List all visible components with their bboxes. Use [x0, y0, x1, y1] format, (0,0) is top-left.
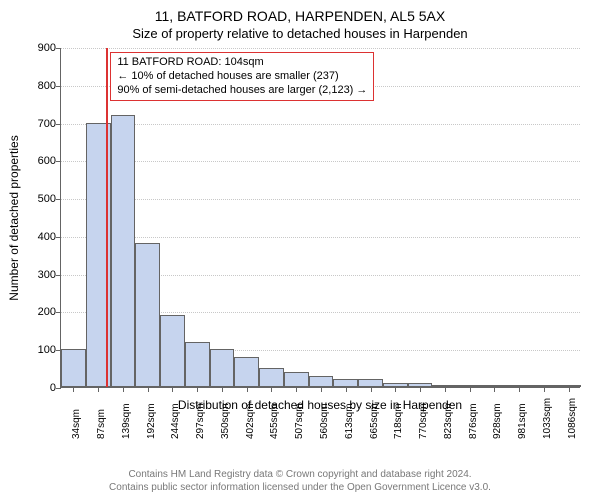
- ytick-mark: [56, 312, 61, 313]
- ytick-label: 400: [26, 231, 56, 243]
- histogram-bar: [234, 357, 259, 387]
- footer-line2: Contains public sector information licen…: [0, 481, 600, 494]
- gridline: [61, 161, 580, 162]
- xtick-mark: [445, 387, 446, 392]
- xtick-label: 87sqm: [96, 409, 107, 439]
- ytick-mark: [56, 237, 61, 238]
- xtick-mark: [222, 387, 223, 392]
- xtick-mark: [73, 387, 74, 392]
- annotation-line2: ← 10% of detached houses are smaller (23…: [117, 70, 367, 84]
- histogram-bar: [210, 349, 235, 387]
- ytick-label: 100: [26, 344, 56, 356]
- xtick-mark: [346, 387, 347, 392]
- xtick-mark: [371, 387, 372, 392]
- xtick-mark: [544, 387, 545, 392]
- ytick-label: 900: [26, 42, 56, 54]
- chart-container: 11, BATFORD ROAD, HARPENDEN, AL5 5AX Siz…: [0, 0, 600, 500]
- ytick-label: 0: [26, 382, 56, 394]
- ytick-mark: [56, 161, 61, 162]
- x-axis-label: Distribution of detached houses by size …: [60, 398, 580, 412]
- ytick-mark: [56, 124, 61, 125]
- xtick-mark: [470, 387, 471, 392]
- ytick-label: 700: [26, 118, 56, 130]
- plot-wrap: Number of detached properties 0100200300…: [60, 48, 580, 388]
- annotation-line3: 90% of semi-detached houses are larger (…: [117, 84, 367, 98]
- chart-subtitle: Size of property relative to detached ho…: [0, 26, 600, 41]
- gridline: [61, 48, 580, 49]
- xtick-mark: [519, 387, 520, 392]
- histogram-bar: [358, 379, 383, 387]
- xtick-mark: [321, 387, 322, 392]
- ytick-label: 500: [26, 193, 56, 205]
- xtick-mark: [296, 387, 297, 392]
- annotation-box: 11 BATFORD ROAD: 104sqm← 10% of detached…: [110, 52, 374, 101]
- xtick-mark: [247, 387, 248, 392]
- histogram-bar: [259, 368, 284, 387]
- plot-area: 010020030040050060070080090034sqm87sqm13…: [60, 48, 580, 388]
- xtick-mark: [148, 387, 149, 392]
- xtick-mark: [172, 387, 173, 392]
- footer-line1: Contains HM Land Registry data © Crown c…: [0, 468, 600, 481]
- histogram-bar: [284, 372, 309, 387]
- ytick-mark: [56, 199, 61, 200]
- ytick-mark: [56, 275, 61, 276]
- ytick-label: 800: [26, 80, 56, 92]
- property-marker-line: [106, 48, 108, 387]
- xtick-mark: [420, 387, 421, 392]
- ytick-mark: [56, 388, 61, 389]
- xtick-mark: [271, 387, 272, 392]
- xtick-mark: [395, 387, 396, 392]
- xtick-mark: [197, 387, 198, 392]
- xtick-mark: [123, 387, 124, 392]
- xtick-label: 34sqm: [71, 409, 82, 439]
- ytick-label: 300: [26, 269, 56, 281]
- ytick-mark: [56, 48, 61, 49]
- histogram-bar: [160, 315, 185, 387]
- gridline: [61, 237, 580, 238]
- xtick-mark: [494, 387, 495, 392]
- ytick-mark: [56, 86, 61, 87]
- annotation-line1: 11 BATFORD ROAD: 104sqm: [117, 56, 367, 70]
- xtick-mark: [569, 387, 570, 392]
- histogram-bar: [333, 379, 358, 387]
- xtick-mark: [98, 387, 99, 392]
- histogram-bar: [185, 342, 210, 387]
- histogram-bar: [135, 243, 160, 387]
- ytick-label: 600: [26, 155, 56, 167]
- chart-title-address: 11, BATFORD ROAD, HARPENDEN, AL5 5AX: [0, 8, 600, 24]
- histogram-bar: [61, 349, 86, 387]
- gridline: [61, 199, 580, 200]
- ytick-label: 200: [26, 306, 56, 318]
- chart-footer: Contains HM Land Registry data © Crown c…: [0, 468, 600, 494]
- gridline: [61, 124, 580, 125]
- histogram-bar: [309, 376, 334, 387]
- histogram-bar: [111, 115, 136, 387]
- y-axis-label: Number of detached properties: [7, 135, 21, 300]
